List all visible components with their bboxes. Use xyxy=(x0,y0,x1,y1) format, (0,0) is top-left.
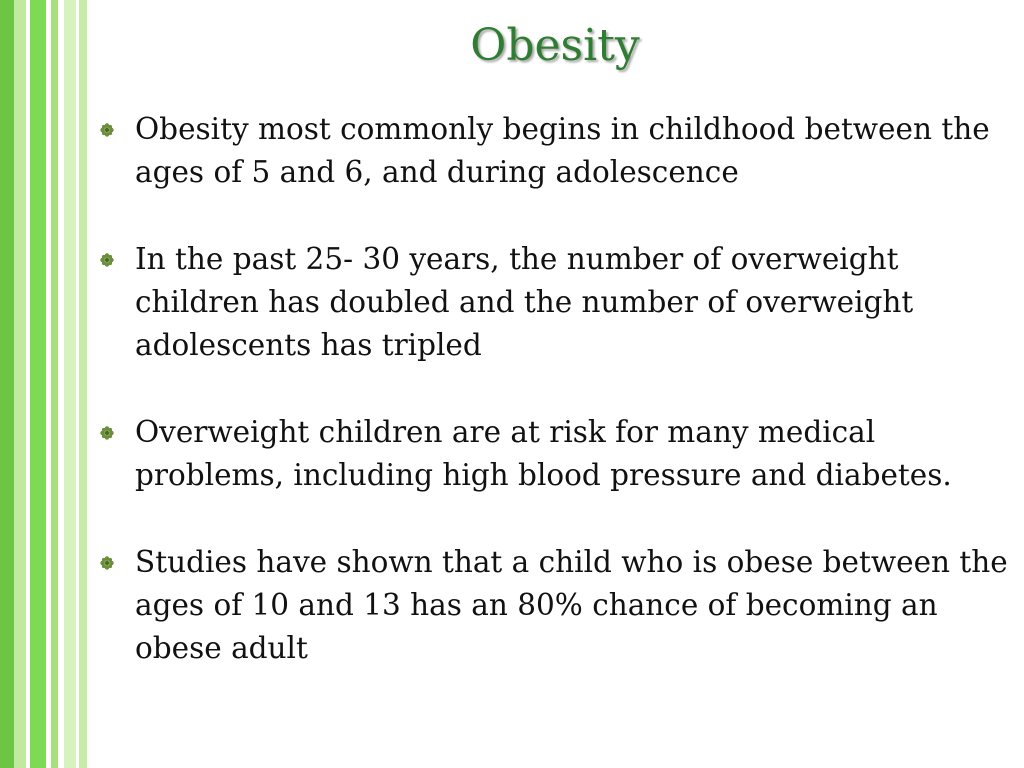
bullet-text: Studies have shown that a child who is o… xyxy=(135,545,1008,665)
bullet-text: Overweight children are at risk for many… xyxy=(135,415,952,492)
list-item: Overweight children are at risk for many… xyxy=(100,411,1015,497)
stripe xyxy=(76,0,79,768)
stripe xyxy=(51,0,58,768)
flower-bullet-icon xyxy=(100,426,114,440)
stripe xyxy=(46,0,51,768)
stripe xyxy=(26,0,30,768)
stripe xyxy=(30,0,46,768)
bullet-text: Obesity most commonly begins in childhoo… xyxy=(135,112,990,189)
stripe xyxy=(58,0,64,768)
list-item: In the past 25- 30 years, the number of … xyxy=(100,238,1015,367)
bullet-list: Obesity most commonly begins in childhoo… xyxy=(100,108,1015,714)
stripe xyxy=(0,0,14,768)
flower-bullet-icon xyxy=(100,556,114,570)
stripe xyxy=(64,0,76,768)
flower-bullet-icon xyxy=(100,123,114,137)
bullet-text: In the past 25- 30 years, the number of … xyxy=(135,242,914,362)
stripe xyxy=(79,0,87,768)
stripe xyxy=(14,0,26,768)
flower-bullet-icon xyxy=(100,253,114,267)
list-item: Obesity most commonly begins in childhoo… xyxy=(100,108,1015,194)
list-item: Studies have shown that a child who is o… xyxy=(100,541,1015,670)
page-title: Obesity xyxy=(470,20,640,71)
